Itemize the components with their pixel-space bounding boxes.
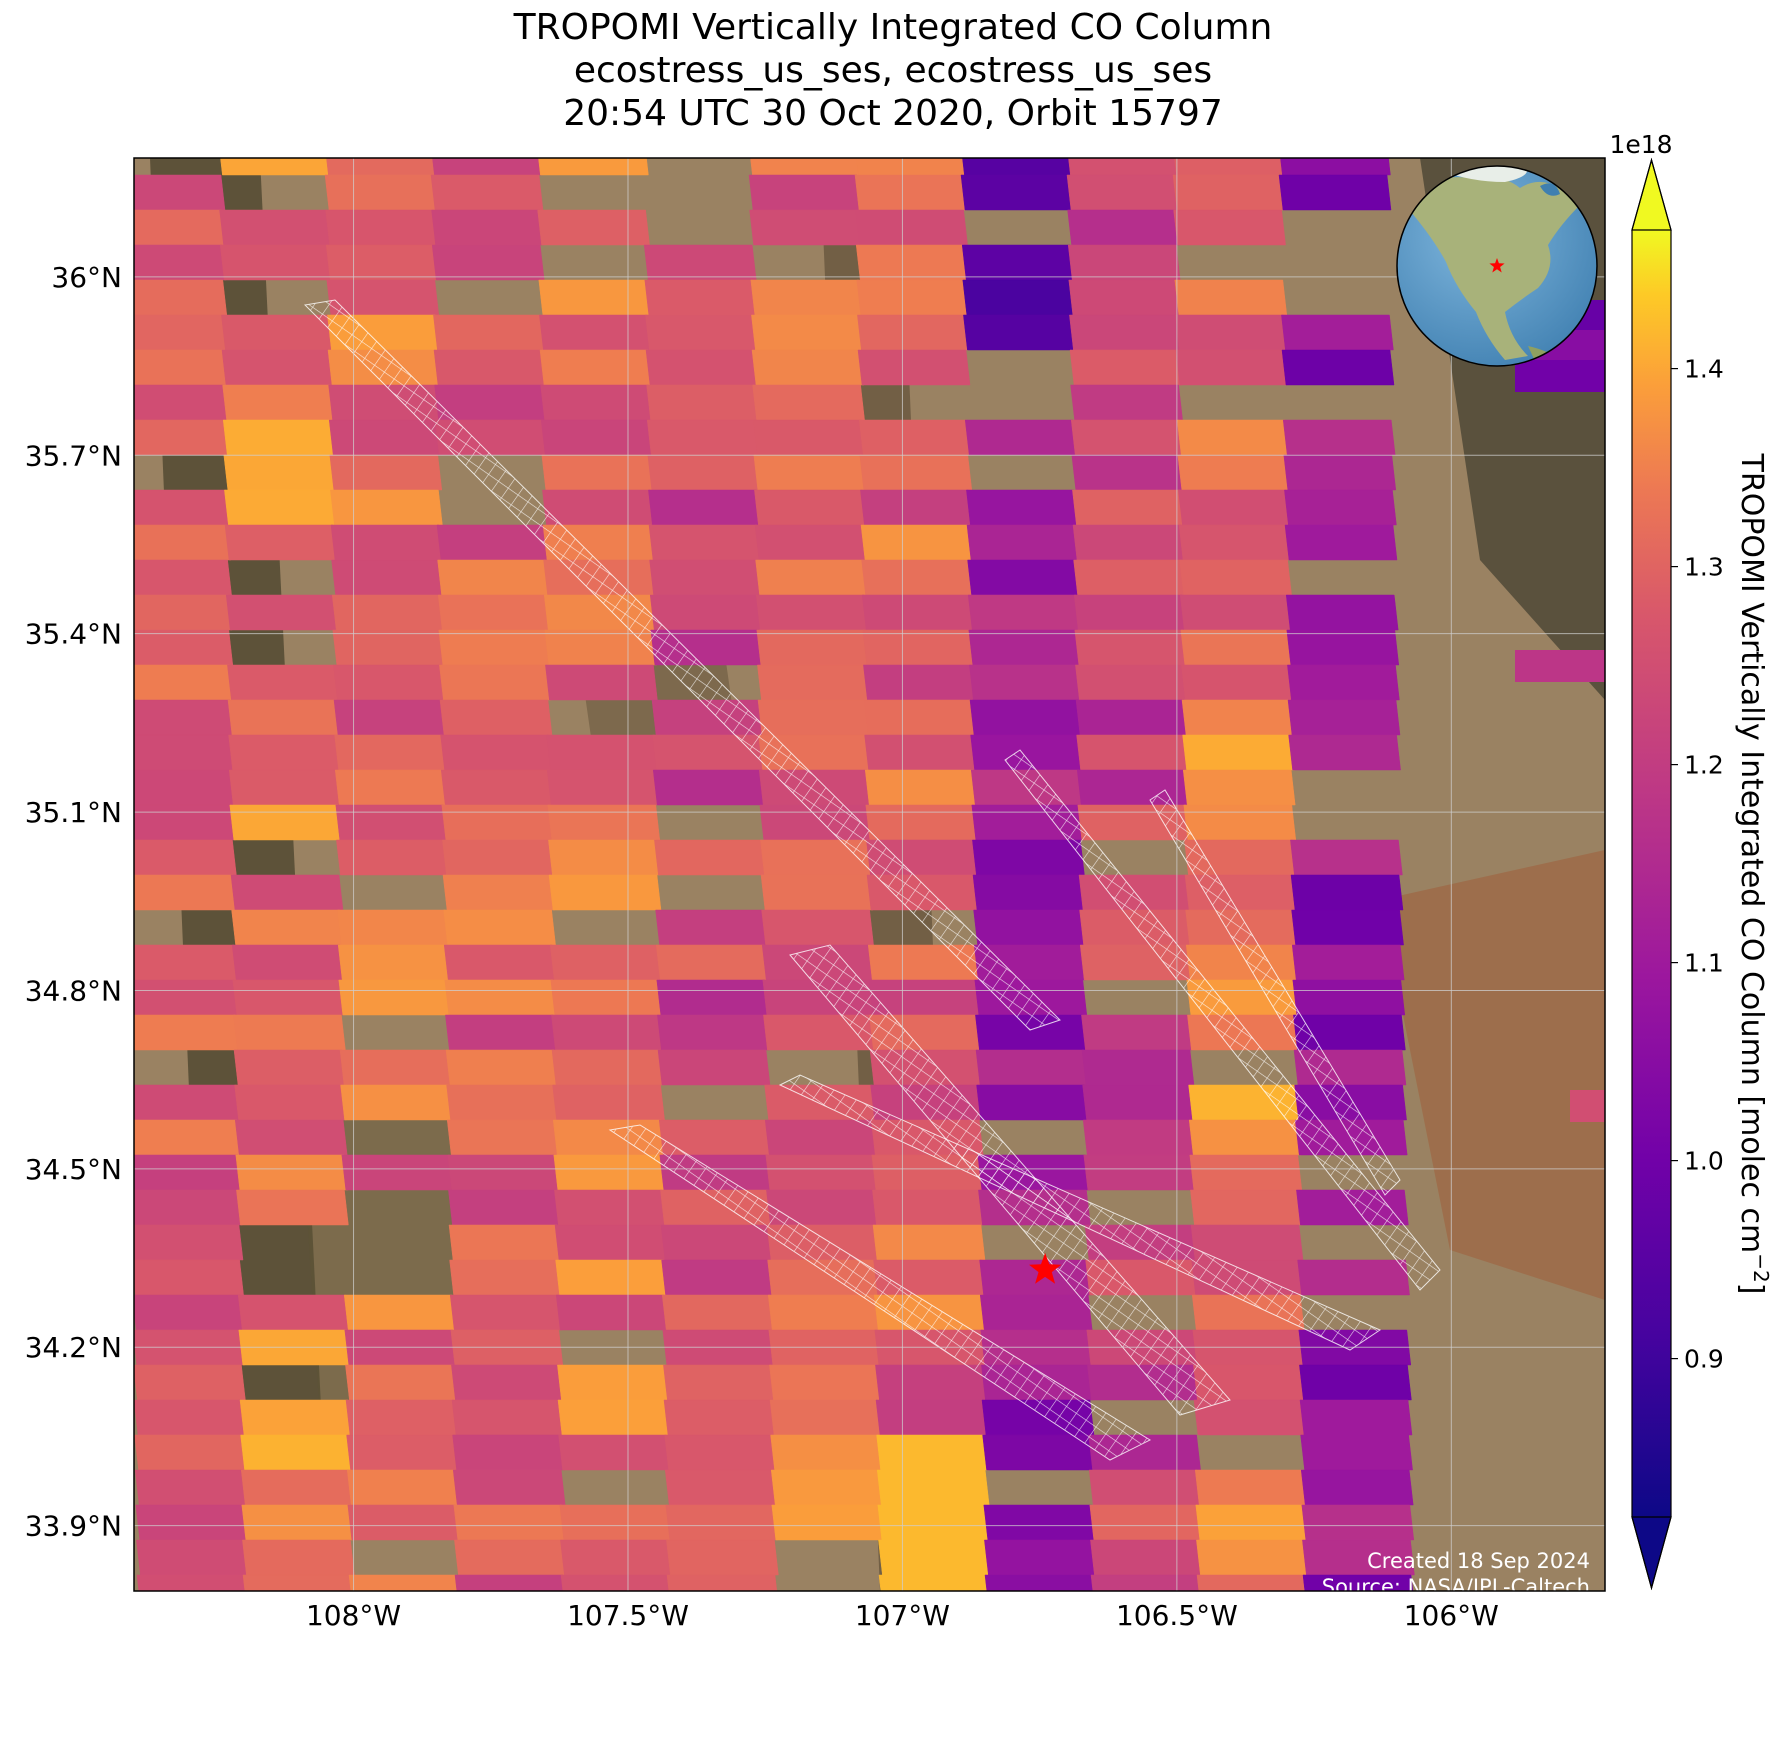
inset-globe xyxy=(1396,165,1598,367)
lat-tick-label: 36°N xyxy=(51,261,122,294)
lat-tick-label: 33.9°N xyxy=(25,1510,122,1543)
ecostress-footprints xyxy=(303,299,1441,1461)
lon-tick-label: 106°W xyxy=(1404,1599,1499,1632)
source-note: Source: NASA/JPL-Caltech xyxy=(1322,1575,1590,1599)
map-gridlines xyxy=(134,158,1605,1591)
colorbar-tick-label: 1.1 xyxy=(1684,949,1724,978)
co-pixels-layer xyxy=(134,158,1605,1591)
created-date-note: Created 18 Sep 2024 xyxy=(1367,1549,1590,1573)
map-frame xyxy=(133,157,1606,1592)
lat-tick-label: 35.4°N xyxy=(25,618,122,651)
lon-tick-label: 107°W xyxy=(855,1599,950,1632)
colorbar-tick-label: 0.9 xyxy=(1684,1345,1724,1374)
lat-tick-label: 34.2°N xyxy=(25,1331,122,1364)
lat-tick-label: 35.7°N xyxy=(25,439,122,472)
colorbar: 0.9 1.0 1.1 1.2 1.3 1.4 1e18 TROPOMI Vertical… xyxy=(1609,130,1773,1591)
colorbar-label: TROPOMI Vertically Integrated CO Column … xyxy=(1734,453,1773,1295)
title-line-2: ecostress_us_ses, ecostress_us_ses xyxy=(573,50,1213,91)
lon-tick-label: 108°W xyxy=(306,1599,401,1632)
lat-tick-label: 34.8°N xyxy=(25,974,122,1007)
lat-tick-label: 35.1°N xyxy=(25,796,122,829)
axis-ticks: 36°N 35.7°N 35.4°N 35.1°N 34.8°N 34.5°N 34.2°N… xyxy=(25,261,1499,1632)
title-line-1: TROPOMI Vertically Integrated CO Column xyxy=(513,7,1273,48)
colorbar-tick-label: 1.3 xyxy=(1684,553,1724,582)
lon-tick-label: 106.5°W xyxy=(1116,1599,1238,1632)
title-line-3: 20:54 UTC 30 Oct 2020, Orbit 15797 xyxy=(563,93,1223,134)
colorbar-extend-max xyxy=(1631,157,1672,231)
target-star-marker xyxy=(1029,1252,1062,1284)
colorbar-tick-label: 1.0 xyxy=(1684,1147,1724,1176)
globe-location-star-icon xyxy=(1489,258,1505,273)
lat-tick-label: 34.5°N xyxy=(25,1153,122,1186)
colorbar-extend-min xyxy=(1631,1516,1672,1591)
colorbar-tick-label: 1.2 xyxy=(1684,751,1724,780)
lon-tick-label: 107.5°W xyxy=(567,1599,689,1632)
colorbar-tick-label: 1.4 xyxy=(1684,355,1724,384)
colorbar-exponent: 1e18 xyxy=(1609,130,1672,159)
